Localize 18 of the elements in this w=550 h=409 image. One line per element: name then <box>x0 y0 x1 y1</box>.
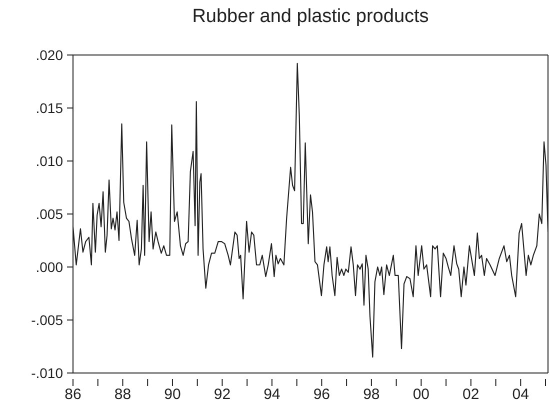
x-tick-label: 88 <box>114 386 132 403</box>
x-tick-label: 98 <box>363 386 380 403</box>
y-tick-label: .010 <box>36 153 64 169</box>
y-tick-label: -.010 <box>31 365 64 381</box>
x-tick-label: 90 <box>164 386 181 403</box>
x-tick-label: 04 <box>512 386 529 403</box>
x-tick-label: 96 <box>313 386 330 403</box>
x-tick-label: 00 <box>412 386 430 403</box>
x-tick-label: 94 <box>264 386 280 403</box>
y-tick-label: .000 <box>36 259 64 275</box>
y-tick-label: .020 <box>36 47 64 63</box>
x-tick-label: 92 <box>214 386 231 403</box>
chart-title: Rubber and plastic products <box>191 6 430 28</box>
x-tick-label: 02 <box>462 386 480 403</box>
x-tick-label: 86 <box>64 386 82 403</box>
y-tick-label: -.005 <box>31 312 64 328</box>
y-tick-label: .005 <box>36 206 64 222</box>
y-tick-label: .015 <box>36 100 64 116</box>
